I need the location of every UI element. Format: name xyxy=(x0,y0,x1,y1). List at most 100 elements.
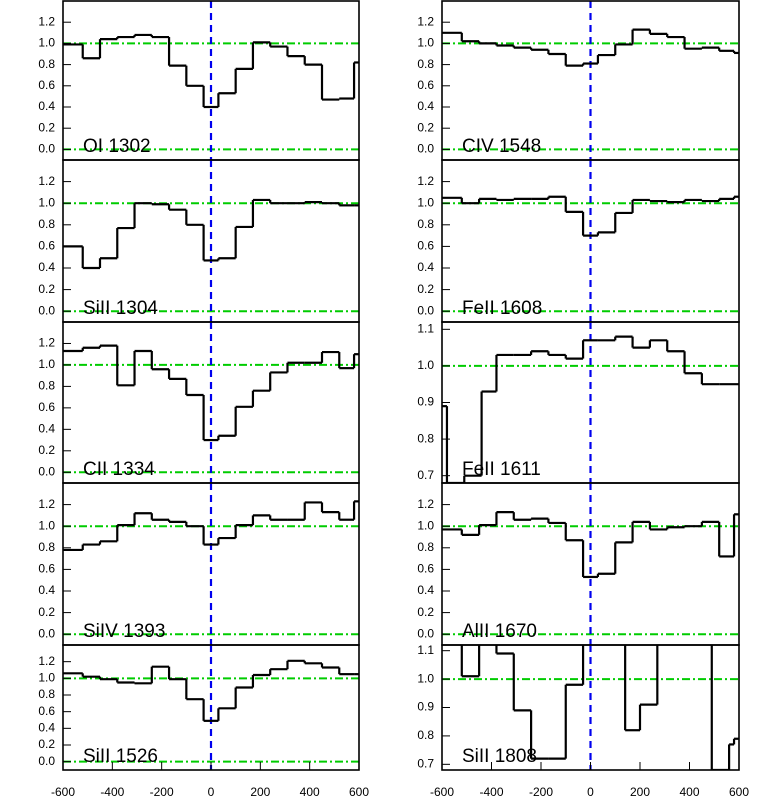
y-tick-label: 0.2 xyxy=(38,605,55,619)
y-tick-label: 0.7 xyxy=(417,468,434,482)
y-tick-label: 0.0 xyxy=(38,754,55,768)
series xyxy=(442,28,739,67)
y-tick-label: 1.2 xyxy=(38,497,55,511)
line-label: AlII 1670 xyxy=(462,621,537,642)
panel: 0.0 0.2 0.4 0.6 0.8 1.0 1.2 CIV 1548 xyxy=(417,0,740,161)
y-tick-label: 1.0 xyxy=(417,36,434,50)
y-tick-label: 0.0 xyxy=(38,464,55,478)
y-tick-label: 1.0 xyxy=(417,518,434,532)
y-tick-label: 0.6 xyxy=(38,562,55,576)
y-tick-label: 0.8 xyxy=(38,540,55,554)
panel: 0.0 0.2 0.4 0.6 0.8 1.0 1.2 -600 -400 -200 0 200 400… xyxy=(38,644,369,799)
y-tick-label: 0.4 xyxy=(38,721,55,735)
y-tick-label: 0.0 xyxy=(38,303,55,317)
y-tick-label: 1.0 xyxy=(38,36,55,50)
panel: 0.0 0.2 0.4 0.6 0.8 1.0 1.2 SiIV 1393 xyxy=(38,482,360,646)
y-tick-label: 1.2 xyxy=(38,174,55,188)
y-tick-label: 1.0 xyxy=(417,671,434,685)
y-tick-label: 0.2 xyxy=(38,737,55,751)
series xyxy=(460,645,739,770)
y-tick-label: 0.8 xyxy=(38,57,55,71)
y-tick-label: 0.0 xyxy=(417,626,434,640)
y-tick-label: 1.1 xyxy=(417,321,434,335)
series xyxy=(63,198,359,270)
y-tick-label: 0.4 xyxy=(417,583,434,597)
y-tick-label: 0.8 xyxy=(417,57,434,71)
line-label: FeII 1611 xyxy=(462,459,541,480)
y-tick-label: 0.6 xyxy=(417,239,434,253)
y-tick-label: 0.8 xyxy=(38,217,55,231)
y-tick-label: 0.0 xyxy=(417,142,434,156)
y-tick-label: 0.4 xyxy=(38,260,55,274)
y-tick-label: 1.2 xyxy=(38,14,55,28)
y-tick-label: 0.8 xyxy=(417,540,434,554)
y-tick-label: 1.0 xyxy=(417,358,434,372)
y-tick-label: 1.0 xyxy=(417,195,434,209)
x-tick-label: 600 xyxy=(729,785,749,799)
x-tick-label: 400 xyxy=(300,785,320,799)
y-tick-label: 1.0 xyxy=(38,195,55,209)
y-tick-label: 0.4 xyxy=(38,422,55,436)
y-tick-label: 0.8 xyxy=(38,687,55,701)
series xyxy=(63,659,359,722)
series xyxy=(442,195,739,237)
x-tick-label: 400 xyxy=(679,785,699,799)
y-tick-label: 1.1 xyxy=(417,643,434,657)
panel: 0.7 0.8 0.9 1.0 1.1 -600 -400 -200 0 200 400 600 SiI… xyxy=(417,643,749,799)
y-tick-label: 0.6 xyxy=(38,239,55,253)
y-tick-label: 0.8 xyxy=(38,379,55,393)
line-label: SiII 1808 xyxy=(462,746,537,767)
line-label: SiII 1304 xyxy=(83,298,158,319)
y-tick-label: 0.8 xyxy=(417,728,434,742)
y-tick-label: 1.2 xyxy=(417,497,434,511)
y-tick-label: 1.2 xyxy=(417,14,434,28)
x-tick-label: -600 xyxy=(430,785,454,799)
y-tick-label: 0.4 xyxy=(417,260,434,274)
x-tick-label: -600 xyxy=(51,785,75,799)
panel: 0.0 0.2 0.4 0.6 0.8 1.0 1.2 AlII 1670 xyxy=(417,482,740,646)
line-label: CIV 1548 xyxy=(462,136,541,157)
y-tick-label: 0.9 xyxy=(417,700,434,714)
y-tick-label: 0.2 xyxy=(417,120,434,134)
y-tick-label: 1.0 xyxy=(38,357,55,371)
line-label: SiIV 1393 xyxy=(83,621,165,642)
y-tick-label: 0.6 xyxy=(417,78,434,92)
y-tick-label: 0.4 xyxy=(38,583,55,597)
series xyxy=(63,500,359,552)
y-tick-label: 0.9 xyxy=(417,395,434,409)
panel: 0.0 0.2 0.4 0.6 0.8 1.0 1.2 SiII 1304 xyxy=(38,159,360,323)
y-tick-label: 0.7 xyxy=(417,756,434,770)
panel: 0.0 0.2 0.4 0.6 0.8 1.0 1.2 CII 1334 xyxy=(38,321,360,484)
x-tick-label: -200 xyxy=(529,785,553,799)
y-tick-label: 0.4 xyxy=(417,99,434,113)
y-tick-label: 0.0 xyxy=(417,303,434,317)
x-tick-label: 600 xyxy=(349,785,369,799)
series xyxy=(442,511,739,579)
y-tick-label: 0.0 xyxy=(38,142,55,156)
y-tick-label: 1.0 xyxy=(38,518,55,532)
series xyxy=(442,335,739,483)
panel: 0.7 0.8 0.9 1.0 1.1 FeII 1611 xyxy=(417,321,740,484)
line-label: OI 1302 xyxy=(83,136,151,157)
y-tick-label: 0.8 xyxy=(417,217,434,231)
line-label: CII 1334 xyxy=(83,459,155,480)
series xyxy=(63,344,359,442)
y-tick-label: 0.2 xyxy=(417,282,434,296)
line-label: SiII 1526 xyxy=(83,746,158,767)
x-tick-label: 200 xyxy=(250,785,270,799)
y-tick-label: 1.2 xyxy=(38,654,55,668)
y-tick-label: 0.4 xyxy=(38,99,55,113)
x-tick-label: -200 xyxy=(150,785,174,799)
y-tick-label: 0.2 xyxy=(38,282,55,296)
y-tick-label: 0.6 xyxy=(38,400,55,414)
series xyxy=(63,33,359,109)
x-tick-label: -400 xyxy=(100,785,124,799)
x-tick-label: 200 xyxy=(630,785,650,799)
y-tick-label: 0.0 xyxy=(38,626,55,640)
y-tick-label: 0.6 xyxy=(417,562,434,576)
y-tick-label: 0.6 xyxy=(38,78,55,92)
y-tick-label: 1.0 xyxy=(38,671,55,685)
y-tick-label: 1.2 xyxy=(417,174,434,188)
y-tick-label: 0.2 xyxy=(38,443,55,457)
